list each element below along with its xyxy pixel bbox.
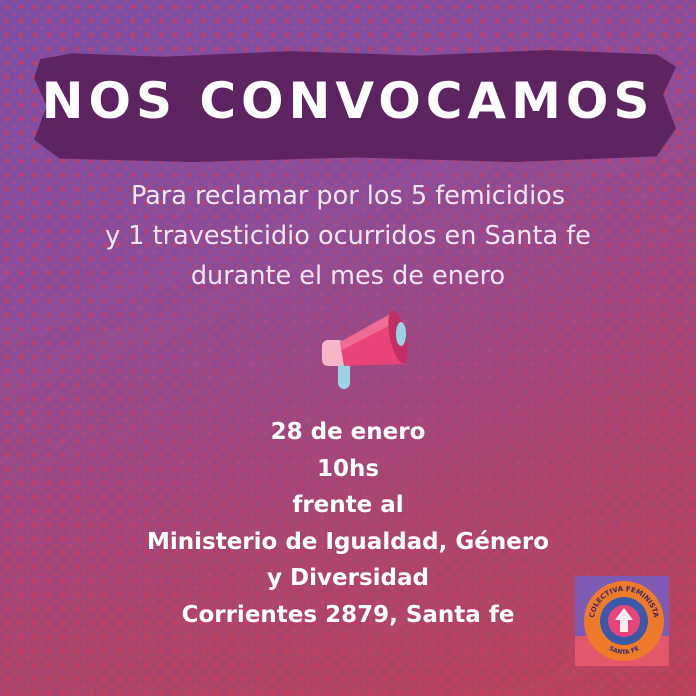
megaphone-icon — [322, 310, 408, 389]
subtitle-line: y 1 travesticidio ocurridos en Santa fe — [105, 221, 591, 251]
event-location-name-cont: y Diversidad — [267, 565, 429, 591]
svg-text:SANTA FE: SANTA FE — [608, 645, 641, 656]
colectiva-logo: COLECTIVA FEMINISTA SANTA FE — [584, 581, 664, 661]
event-address: Corrientes 2879, Santa fe — [181, 601, 515, 628]
event-time: 10hs — [316, 455, 380, 482]
logo-arc-bottom: SANTA FE — [608, 645, 641, 656]
event-date: 28 de enero — [270, 419, 426, 445]
subtitle-line: durante el mes de enero — [190, 261, 506, 291]
event-location-name: Ministerio de Igualdad, Género — [146, 528, 549, 555]
event-details: 28 de enero 10hs frente al Ministerio de… — [40, 414, 656, 633]
event-location-prefix: frente al — [292, 492, 404, 518]
subtitle-text: Para reclamar por los 5 femicidios y 1 t… — [40, 176, 656, 296]
poster-title: NOS CONVOCAMOS — [41, 72, 655, 130]
subtitle-line: Para reclamar por los 5 femicidios — [130, 181, 566, 211]
title-banner — [34, 50, 676, 162]
